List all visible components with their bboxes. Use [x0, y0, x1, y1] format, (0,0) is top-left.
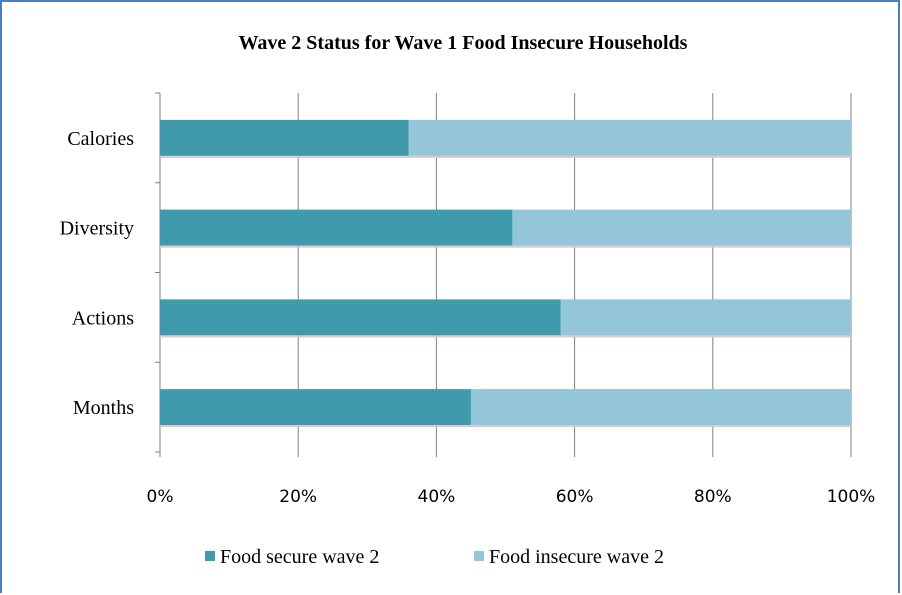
x-tick-label: 100%	[827, 487, 876, 507]
x-tick-label: 60%	[556, 487, 594, 507]
bars	[160, 119, 851, 428]
x-tick-label: 0%	[147, 487, 174, 507]
category-labels: Calories Diversity Actions Months	[60, 128, 135, 419]
legend-swatch	[474, 551, 484, 561]
x-tick-labels: 0% 20% 40% 60% 80% 100%	[147, 487, 876, 507]
bar-food-insecure	[560, 299, 851, 336]
x-tick-label: 80%	[694, 487, 732, 507]
category-label: Actions	[72, 307, 134, 329]
category-label: Months	[73, 397, 134, 419]
category-label: Diversity	[60, 218, 134, 240]
bar-food-insecure	[512, 209, 851, 246]
bar-food-insecure	[470, 389, 851, 426]
chart-title: Wave 2 Status for Wave 1 Food Insecure H…	[239, 32, 688, 54]
bar-food-secure	[160, 389, 471, 426]
bar-food-insecure	[408, 119, 851, 156]
x-tick-label: 40%	[418, 487, 456, 507]
bar-food-secure	[160, 299, 561, 336]
bar-food-secure	[160, 119, 409, 156]
legend-swatch	[205, 551, 215, 561]
bar-food-secure	[160, 209, 513, 246]
category-label: Calories	[67, 128, 134, 150]
x-tick-label: 20%	[279, 487, 317, 507]
legend-label: Food insecure wave 2	[489, 546, 664, 568]
legend-label: Food secure wave 2	[220, 546, 379, 568]
legend: Food secure wave 2 Food insecure wave 2	[205, 546, 664, 568]
